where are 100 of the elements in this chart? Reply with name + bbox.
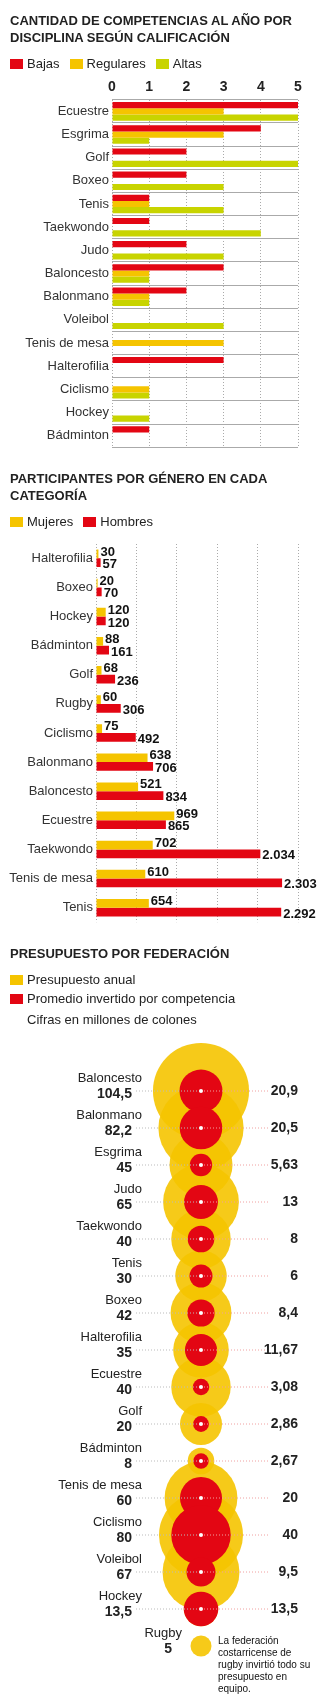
bar bbox=[112, 392, 150, 399]
y-tick-label: Halterofilia bbox=[47, 357, 110, 373]
data-label: 30 bbox=[100, 543, 115, 559]
bar bbox=[96, 878, 283, 888]
y-tick-label: Ciclismo bbox=[43, 724, 93, 740]
bar bbox=[112, 287, 187, 294]
y-tick-label: Rugby bbox=[55, 695, 94, 711]
bar bbox=[96, 587, 102, 597]
data-label: 20 bbox=[282, 1488, 299, 1505]
bar bbox=[96, 724, 103, 733]
data-label: 610 bbox=[147, 863, 169, 879]
bar bbox=[112, 108, 224, 115]
x-tick-label: 5 bbox=[294, 78, 303, 95]
bar bbox=[112, 299, 150, 306]
legend-label: Presupuesto anual bbox=[27, 972, 136, 987]
data-label: 20 bbox=[99, 572, 115, 588]
y-tick-label: Voleibol bbox=[63, 311, 110, 327]
bar bbox=[112, 148, 187, 155]
bar bbox=[96, 840, 153, 850]
data-label: 521 bbox=[140, 776, 162, 792]
data-label: 13 bbox=[282, 1192, 299, 1209]
y-tick-label: Bádminton bbox=[46, 427, 109, 443]
x-tick-label: 3 bbox=[219, 78, 228, 95]
data-label: 13,5 bbox=[270, 1599, 299, 1616]
data-label: 60 bbox=[116, 1491, 133, 1508]
x-tick-label: 1 bbox=[145, 78, 154, 95]
category-label: Boxeo bbox=[105, 1291, 142, 1307]
data-label: 30 bbox=[116, 1269, 133, 1286]
bar bbox=[112, 137, 150, 144]
data-label: 3,08 bbox=[270, 1377, 299, 1394]
data-label: 161 bbox=[111, 643, 133, 659]
bar bbox=[112, 230, 261, 237]
data-label: 65 bbox=[116, 1195, 133, 1212]
category-label: Hockey bbox=[98, 1587, 143, 1603]
y-tick-label: Golf bbox=[85, 149, 110, 165]
bar bbox=[112, 114, 298, 121]
data-label: 638 bbox=[149, 747, 172, 763]
data-label: 57 bbox=[102, 556, 118, 572]
data-label: 2.303 bbox=[284, 876, 317, 892]
category-label: Ciclismo bbox=[92, 1513, 142, 1529]
x-tick-label: 2 bbox=[182, 78, 191, 95]
bar bbox=[112, 171, 187, 178]
data-label: 104,5 bbox=[96, 1084, 133, 1101]
data-label: 70 bbox=[103, 585, 119, 601]
text: La federación costarricense de rugby invirtió todo su presupuesto en equipo. bbox=[218, 1634, 311, 1694]
bar bbox=[112, 386, 150, 393]
bar bbox=[96, 762, 154, 771]
data-label: 88 bbox=[105, 630, 120, 646]
legend-label: Hombres bbox=[100, 514, 153, 529]
bar bbox=[112, 200, 150, 208]
data-label: 40 bbox=[116, 1232, 133, 1249]
category-label: Judo bbox=[113, 1180, 142, 1196]
text: PRESUPUESTO POR FEDERACIÓN bbox=[9, 945, 231, 963]
data-label: 60 bbox=[102, 689, 118, 705]
category-label: Tenis bbox=[111, 1254, 143, 1270]
text: Cifras en millones de colones bbox=[26, 1011, 198, 1029]
y-tick-label: Taekwondo bbox=[43, 218, 109, 234]
bar bbox=[112, 415, 150, 422]
bar bbox=[96, 607, 106, 617]
bar bbox=[96, 782, 139, 792]
data-label: 9,5 bbox=[278, 1562, 299, 1579]
x-tick-label: 4 bbox=[256, 78, 265, 95]
y-tick-label: Golf bbox=[69, 666, 94, 682]
y-tick-label: Ecuestre bbox=[41, 811, 93, 827]
bar bbox=[96, 898, 149, 908]
data-label: 35 bbox=[116, 1343, 133, 1360]
y-tick-label: Hockey bbox=[49, 608, 94, 624]
bar bbox=[96, 753, 148, 763]
y-tick-label: Ecuestre bbox=[57, 102, 109, 118]
legend-label: Altas bbox=[172, 56, 202, 71]
bar bbox=[96, 907, 282, 917]
data-label: 82,2 bbox=[104, 1121, 133, 1138]
data-label: 706 bbox=[155, 760, 177, 776]
data-label: 45 bbox=[116, 1158, 133, 1175]
y-tick-label: Balonmano bbox=[27, 753, 93, 769]
bar bbox=[112, 131, 224, 138]
data-label: 2.292 bbox=[283, 905, 316, 921]
chart-title: PARTICIPANTES POR GÉNERO EN CADA CATEGORÍA bbox=[9, 470, 268, 505]
bar bbox=[112, 264, 224, 271]
data-label: 120 bbox=[107, 601, 130, 617]
bar bbox=[96, 695, 101, 704]
data-label: 8 bbox=[290, 1229, 299, 1246]
data-label: 2,86 bbox=[270, 1414, 299, 1431]
data-label: 2,67 bbox=[270, 1451, 299, 1468]
bar bbox=[112, 293, 150, 300]
data-label: 236 bbox=[117, 672, 139, 688]
y-tick-label: Ciclismo bbox=[59, 380, 109, 396]
data-label: 492 bbox=[137, 730, 160, 746]
chart-title: CANTIDAD DE COMPETENCIAS AL AÑO POR DISCIPLINA SEGÚN CALIFICACIÓN bbox=[9, 12, 293, 47]
bar bbox=[96, 869, 146, 879]
bar bbox=[112, 183, 224, 191]
bar bbox=[96, 733, 136, 742]
data-label: 969 bbox=[176, 805, 198, 821]
category-label: Esgrima bbox=[94, 1143, 143, 1159]
y-tick-label: Judo bbox=[80, 241, 109, 257]
data-label: 68 bbox=[103, 660, 118, 675]
bar bbox=[96, 636, 104, 646]
y-tick-label: Baloncesto bbox=[28, 782, 93, 798]
bar bbox=[112, 270, 150, 277]
bar bbox=[96, 791, 164, 800]
